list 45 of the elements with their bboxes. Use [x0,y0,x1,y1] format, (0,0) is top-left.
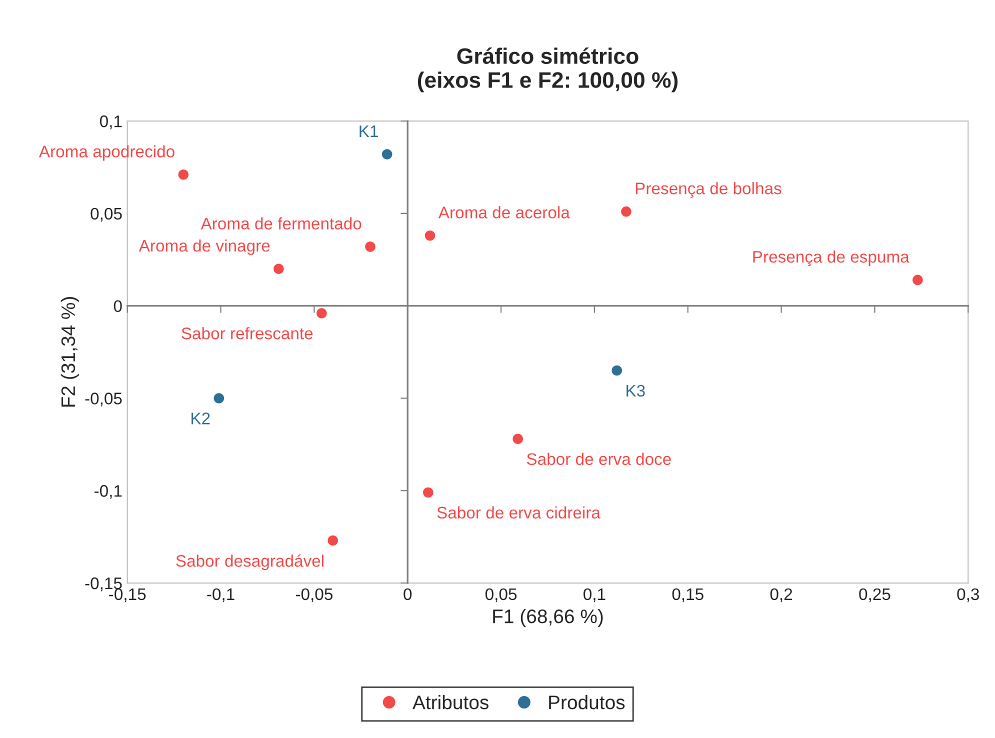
point [424,230,436,241]
annotation: K2 [192,412,210,424]
annotation: Presença de bolhas [636,182,782,198]
y-tick-label: -0,1 [94,485,122,499]
point [214,393,224,404]
annotation: Aroma de acerola [438,206,570,218]
y-tick-label: 0,1 [100,115,122,130]
legend-label: Atributos [412,694,488,710]
x-tick-label: 0,3 [957,588,979,602]
annotation: Sabor refrescante [182,327,313,340]
x-tick-label: 0,2 [770,588,792,602]
y-tick-label: -0,05 [85,392,122,406]
chart-title: Gráfico simétrico (eixos F1 e F2: 100,00 %) [418,47,678,92]
point [382,149,392,160]
point [912,274,923,286]
legend-label: Produtos [549,694,625,710]
y-tick-label: 0,05 [90,208,122,222]
point [178,169,189,180]
x-tick-label: 0,25 [859,588,890,602]
annotation: Sabor de erva doce [526,452,671,466]
point [316,308,327,318]
annotation: Sabor de erva cidreira [437,506,600,519]
point [365,242,376,252]
annotation: Presença de espuma [753,250,910,266]
x-tick-label: 0,1 [584,588,606,602]
point [274,264,284,274]
point [612,365,622,376]
x-tick-label: -0,05 [296,588,332,602]
x-tick-label: 0 [404,588,412,600]
annotation: Aroma apodrecido [38,145,174,161]
point [512,434,524,444]
annotation: Aroma de fermentado [200,217,362,230]
x-tick-label: 0,15 [672,588,704,602]
point [423,487,434,498]
x-axis-title: F1 (68,66 %) [493,608,603,628]
annotation: Aroma de vinagre [138,239,270,255]
y-tick-label: 0 [114,300,122,312]
x-tick-label: 0,05 [485,588,517,602]
x-tick-label: -0,1 [207,588,234,602]
annotation: Sabor desagradável [176,554,324,570]
y-axis-title: F2 (31,34 %) [60,297,79,407]
point [621,206,632,217]
annotation: K1 [360,125,378,137]
point [328,535,338,546]
annotation: K3 [626,384,645,397]
